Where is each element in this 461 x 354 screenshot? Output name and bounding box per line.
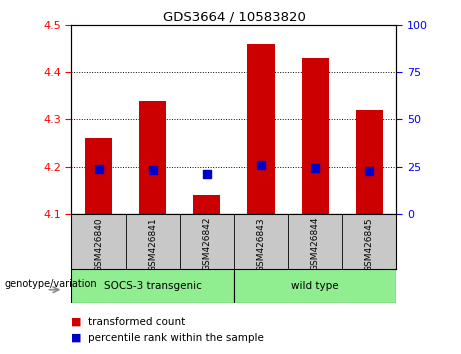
Text: GSM426842: GSM426842 [202,217,212,272]
Text: GSM426843: GSM426843 [256,217,266,272]
Point [257,162,265,168]
Bar [85,138,112,214]
Text: transformed count: transformed count [88,317,185,327]
Bar [301,58,329,214]
Point [366,168,373,173]
Point [312,165,319,171]
Text: genotype/variation: genotype/variation [5,279,97,289]
Text: ■: ■ [71,317,82,327]
Bar [139,101,166,214]
Text: GSM426840: GSM426840 [94,217,103,272]
Point [95,166,102,172]
Point [203,171,211,177]
Text: SOCS-3 transgenic: SOCS-3 transgenic [104,281,201,291]
Text: ■: ■ [71,333,82,343]
Text: percentile rank within the sample: percentile rank within the sample [88,333,264,343]
Bar [234,269,396,303]
Bar [193,195,220,214]
Point [149,167,156,173]
Text: GSM426844: GSM426844 [311,217,320,272]
Text: wild type: wild type [291,281,339,291]
Title: GDS3664 / 10583820: GDS3664 / 10583820 [163,11,305,24]
Bar [356,110,383,214]
Bar [248,44,275,214]
Bar [71,269,234,303]
Text: GSM426841: GSM426841 [148,217,157,272]
Text: GSM426845: GSM426845 [365,217,374,272]
